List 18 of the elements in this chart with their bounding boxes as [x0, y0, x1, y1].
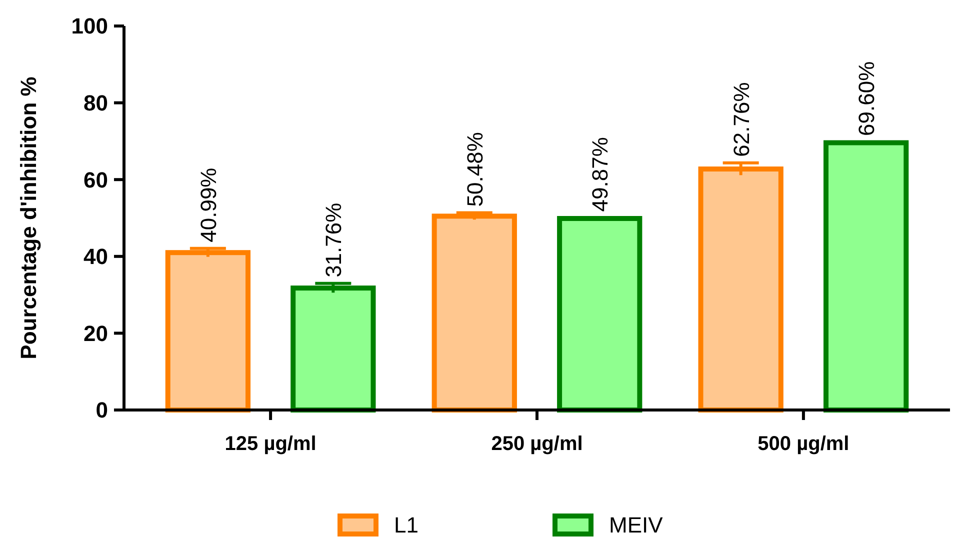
data-label: 31.76%	[321, 202, 346, 278]
data-label: 69.60%	[854, 61, 880, 136]
y-tick-label: 100	[71, 14, 108, 39]
data-label: 40.99%	[196, 168, 221, 242]
y-tick-label: 60	[84, 167, 108, 192]
x-tick-label: 500 µg/ml	[758, 433, 850, 455]
y-tick-label: 40	[84, 244, 108, 270]
y-tick-label: 80	[84, 90, 108, 116]
y-axis-title: Pourcentage d'inhibition %	[16, 76, 41, 360]
x-tick-label: 250 µg/ml	[491, 433, 583, 455]
data-label: 62.76%	[728, 82, 754, 157]
legend-label: MEIV	[609, 512, 664, 538]
data-label: 50.48%	[462, 132, 488, 207]
x-tick-label: 125 µg/ml	[224, 433, 316, 455]
legend-label: L1	[394, 512, 418, 538]
data-label: 49.87%	[588, 137, 613, 212]
y-tick-label: 0	[96, 398, 108, 423]
y-tick-label: 20	[84, 320, 108, 346]
